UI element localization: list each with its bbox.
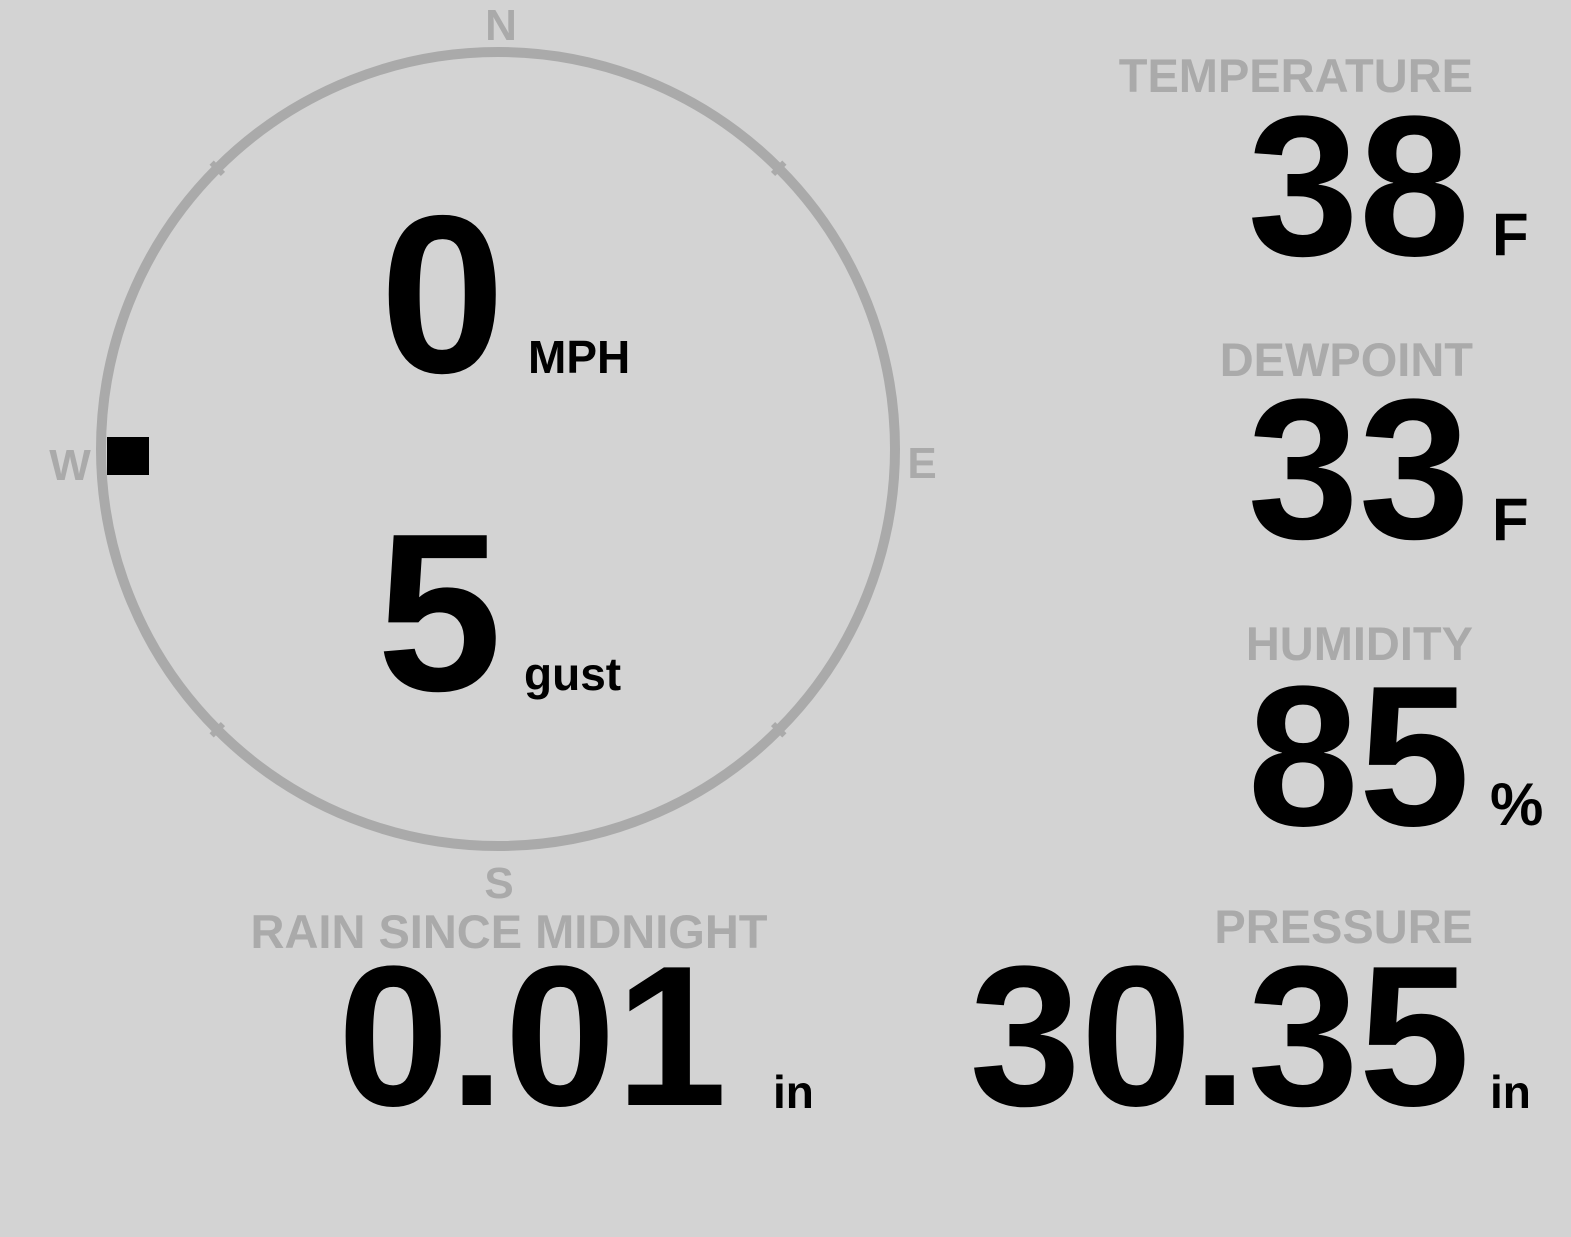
pressure-value: 30.35 <box>970 925 1471 1148</box>
humidity-panel: HUMIDITY 85 % <box>1246 617 1544 868</box>
humidity-label: HUMIDITY <box>1246 617 1473 670</box>
compass-tick <box>209 160 226 177</box>
rain-label: RAIN SINCE MIDNIGHT <box>251 905 768 958</box>
temperature-unit: F <box>1492 201 1529 268</box>
rain-panel: RAIN SINCE MIDNIGHT 0.01 in <box>251 905 814 1148</box>
wind-speed-value: 0 <box>380 168 505 420</box>
compass-north-label: N <box>485 1 517 50</box>
compass-west-label: W <box>49 441 91 490</box>
humidity-unit: % <box>1490 771 1543 838</box>
gust-value: 5 <box>377 486 502 738</box>
pressure-panel: PRESSURE 30.35 in <box>970 900 1531 1148</box>
wind-speed-unit: MPH <box>528 331 630 383</box>
compass-tick <box>209 721 226 738</box>
wind-direction-marker <box>107 437 149 475</box>
compass-tick <box>770 160 787 177</box>
compass-tick <box>770 721 787 738</box>
wind-compass: N E S W 0 MPH 5 gust <box>49 1 936 908</box>
compass-ring <box>96 47 900 851</box>
rain-value: 0.01 <box>338 925 727 1148</box>
dewpoint-unit: F <box>1492 486 1529 553</box>
temperature-label: TEMPERATURE <box>1119 49 1473 102</box>
temperature-panel: TEMPERATURE 38 F <box>1119 49 1529 298</box>
compass-east-label: E <box>907 439 936 488</box>
dewpoint-value: 33 <box>1248 358 1470 581</box>
compass-south-label: S <box>484 859 513 908</box>
gust-unit: gust <box>524 648 621 700</box>
pressure-label: PRESSURE <box>1214 900 1473 953</box>
dewpoint-label: DEWPOINT <box>1220 333 1474 386</box>
humidity-value: 85 <box>1248 645 1470 868</box>
compass-ticks <box>209 160 787 738</box>
rain-unit: in <box>773 1066 814 1118</box>
dewpoint-panel: DEWPOINT 33 F <box>1220 333 1529 581</box>
pressure-unit: in <box>1490 1066 1531 1118</box>
temperature-value: 38 <box>1248 75 1470 298</box>
